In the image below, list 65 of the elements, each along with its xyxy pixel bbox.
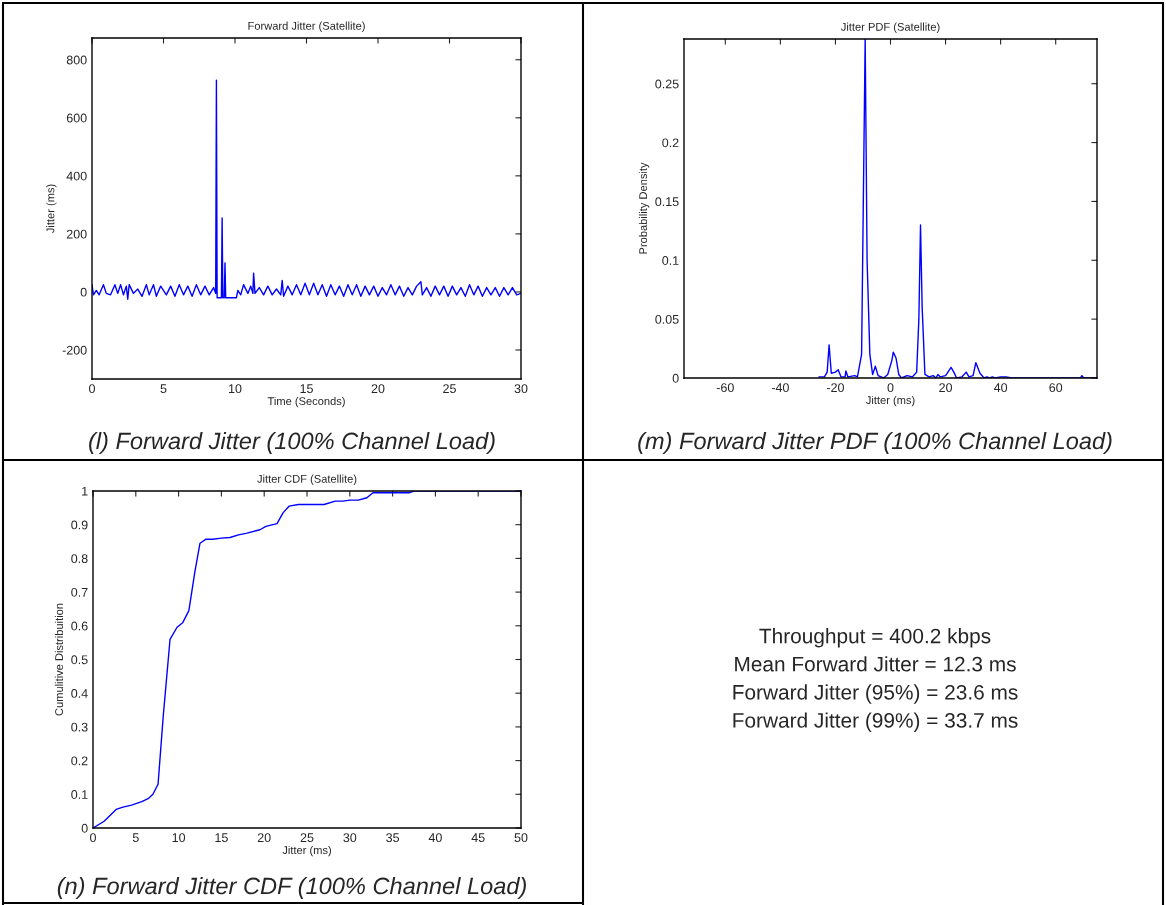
text: Forward Jitter (99%) = 33.7 ms xyxy=(733,712,1018,732)
y-axis-title: Probability Density xyxy=(638,162,650,254)
line-series xyxy=(92,79,521,300)
y-tick-label: -200 xyxy=(62,345,87,355)
y-tick-label: 0.3 xyxy=(71,722,88,732)
x-axis-title: Time (Seconds) xyxy=(267,396,345,408)
text: (m) Forward Jitter PDF (100% Channel Load) xyxy=(638,431,1112,454)
x-tick-label: 45 xyxy=(471,833,485,843)
y-tick-label: 0 xyxy=(672,373,679,383)
y-tick-label: 0.1 xyxy=(71,790,88,799)
text: (l) Forward Jitter (100% Channel Load) xyxy=(89,431,495,454)
x-axis-title: Jitter (ms) xyxy=(865,395,915,407)
x-tick-label: 30 xyxy=(514,384,528,394)
text: Mean Forward Jitter = 12.3 ms xyxy=(735,656,1016,672)
y-tick-label: 0.7 xyxy=(71,587,88,597)
y-tick-label: 0.4 xyxy=(71,689,88,698)
x-tick-label: 15 xyxy=(215,833,228,843)
y-tick-label: 0.1 xyxy=(662,256,679,265)
x-tick-label: 0 xyxy=(89,384,95,394)
text: Throughput = 400.2 kbps xyxy=(759,628,991,648)
y-tick-label: 0 xyxy=(80,287,87,297)
x-tick-label: 35 xyxy=(386,833,400,843)
x-tick-label: 60 xyxy=(1049,383,1063,393)
x-tick-label: 15 xyxy=(300,384,313,394)
x-tick-label: 25 xyxy=(300,833,314,843)
x-tick-label: -40 xyxy=(771,383,789,393)
x-tick-label: 40 xyxy=(993,383,1008,393)
y-tick-label: 0.2 xyxy=(662,138,679,148)
chart-title: Jitter CDF (Satellite) xyxy=(257,474,357,485)
y-axis-title: Jitter (ms) xyxy=(46,184,57,234)
x-tick-label: 50 xyxy=(514,833,528,843)
chart-title: Jitter PDF (Satellite) xyxy=(840,22,940,33)
y-tick-label: 0.9 xyxy=(71,520,88,530)
x-tick-label: 20 xyxy=(371,384,385,394)
y-tick-label: 400 xyxy=(66,171,87,181)
x-tick-label: 0 xyxy=(90,833,96,843)
text: (n) Forward Jitter CDF (100% Channel Load) xyxy=(57,876,526,899)
text: Forward Jitter (95%) = 23.6 ms xyxy=(733,684,1018,704)
x-tick-label: 25 xyxy=(443,384,456,394)
y-tick-label: 200 xyxy=(66,229,87,239)
x-tick-label: 5 xyxy=(132,833,139,843)
x-axis-title: Jitter (ms) xyxy=(282,845,331,857)
x-tick-label: 20 xyxy=(939,383,953,393)
y-tick-label: 0.6 xyxy=(71,621,88,631)
chart-title: Forward Jitter (Satellite) xyxy=(248,21,365,32)
y-tick-label: 0.25 xyxy=(655,79,679,89)
x-tick-label: 10 xyxy=(172,833,186,843)
y-tick-label: 0.2 xyxy=(71,756,88,766)
y-tick-label: 600 xyxy=(66,113,87,123)
x-tick-label: 0 xyxy=(887,383,894,393)
x-tick-label: 10 xyxy=(229,384,242,394)
x-tick-label: 40 xyxy=(428,833,442,843)
y-tick-label: 0.15 xyxy=(655,197,679,207)
x-tick-label: -60 xyxy=(716,383,734,393)
y-tick-label: 1 xyxy=(82,486,88,496)
y-tick-label: 0.8 xyxy=(71,554,88,564)
x-tick-label: 30 xyxy=(343,833,357,843)
y-tick-label: 0 xyxy=(81,823,88,833)
x-tick-label: 5 xyxy=(160,384,167,394)
y-tick-label: 800 xyxy=(66,55,87,65)
x-tick-label: 20 xyxy=(257,833,271,843)
y-tick-label: 0.05 xyxy=(655,314,679,324)
y-axis-title: Cumulitive Distribuition xyxy=(54,603,64,716)
y-tick-label: 0.5 xyxy=(71,655,88,665)
x-tick-label: -20 xyxy=(826,383,844,393)
